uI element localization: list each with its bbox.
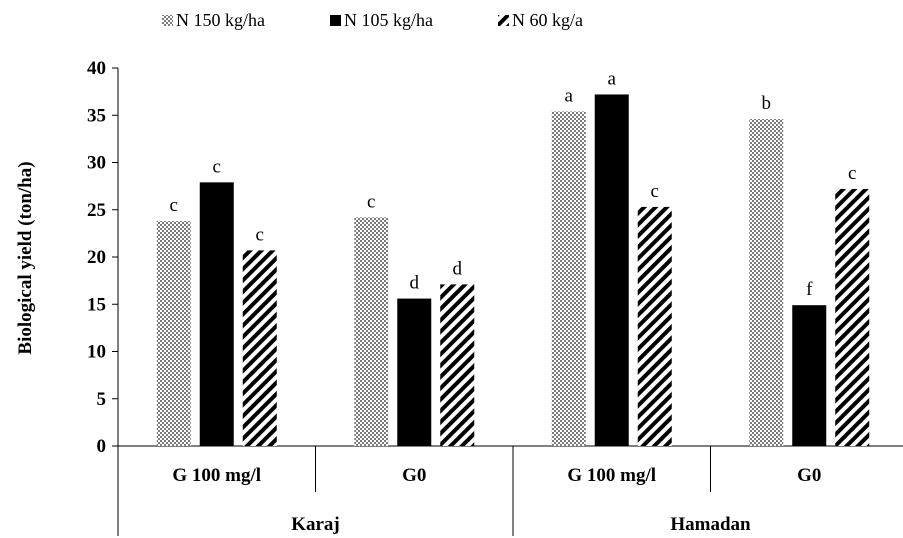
legend-swatch bbox=[162, 15, 173, 26]
data-label: c bbox=[651, 181, 659, 202]
bar bbox=[242, 250, 277, 446]
legend: N 150 kg/ha N 105 kg/ha N 60 kg/a bbox=[162, 10, 583, 30]
data-label: c bbox=[256, 224, 264, 245]
legend-swatch bbox=[330, 15, 341, 26]
y-tick-label: 25 bbox=[87, 200, 106, 221]
bar bbox=[835, 188, 870, 446]
legend-item: N 60 kg/a bbox=[498, 10, 583, 30]
y-tick-label: 15 bbox=[87, 294, 106, 315]
data-label: d bbox=[453, 258, 463, 279]
y-tick-label: 30 bbox=[87, 153, 106, 174]
data-label: c bbox=[170, 195, 178, 216]
legend-swatch bbox=[498, 15, 509, 26]
data-label: d bbox=[410, 273, 420, 294]
y-tick-label: 40 bbox=[87, 58, 106, 79]
axes: 0 5 10 15 20 25 30 35 40 G 100 mg/l G0 G 100 mg/l G0… bbox=[87, 58, 903, 536]
y-tick-label: 10 bbox=[87, 342, 106, 363]
bar bbox=[749, 119, 784, 446]
legend-label: N 60 kg/a bbox=[512, 10, 583, 30]
data-label: c bbox=[848, 163, 856, 184]
bar bbox=[397, 298, 432, 446]
legend-label: N 150 kg/ha bbox=[176, 10, 265, 30]
bar bbox=[440, 284, 475, 446]
bar bbox=[156, 221, 191, 446]
legend-label: N 105 kg/ha bbox=[344, 10, 433, 30]
data-label: b bbox=[762, 93, 772, 114]
bar bbox=[594, 94, 629, 447]
bar bbox=[551, 111, 586, 446]
y-tick-label: 0 bbox=[97, 436, 107, 457]
legend-item: N 105 kg/ha bbox=[330, 10, 433, 30]
category-label: G 100 mg/l bbox=[172, 465, 261, 486]
bar bbox=[199, 182, 234, 446]
data-label: c bbox=[213, 156, 221, 177]
data-label: a bbox=[608, 68, 617, 89]
y-axis-label: Biological yield (ton/ha) bbox=[15, 161, 36, 354]
data-label: a bbox=[565, 85, 574, 106]
bar bbox=[637, 206, 672, 446]
y-tick-label: 20 bbox=[87, 247, 106, 268]
bar bbox=[792, 305, 827, 446]
group-label: Karaj bbox=[291, 514, 340, 535]
category-label: G 100 mg/l bbox=[567, 465, 656, 486]
bars bbox=[156, 94, 870, 447]
y-tick-label: 35 bbox=[87, 105, 106, 126]
data-label: f bbox=[806, 279, 813, 300]
bar bbox=[354, 217, 389, 446]
legend-item: N 150 kg/ha bbox=[162, 10, 265, 30]
group-label: Hamadan bbox=[670, 514, 751, 535]
data-label: c bbox=[367, 191, 375, 212]
y-tick-label: 5 bbox=[97, 389, 107, 410]
data-labels: c c a b c d a f c d c c bbox=[170, 68, 857, 300]
category-label: G0 bbox=[402, 465, 426, 486]
category-label: G0 bbox=[797, 465, 821, 486]
